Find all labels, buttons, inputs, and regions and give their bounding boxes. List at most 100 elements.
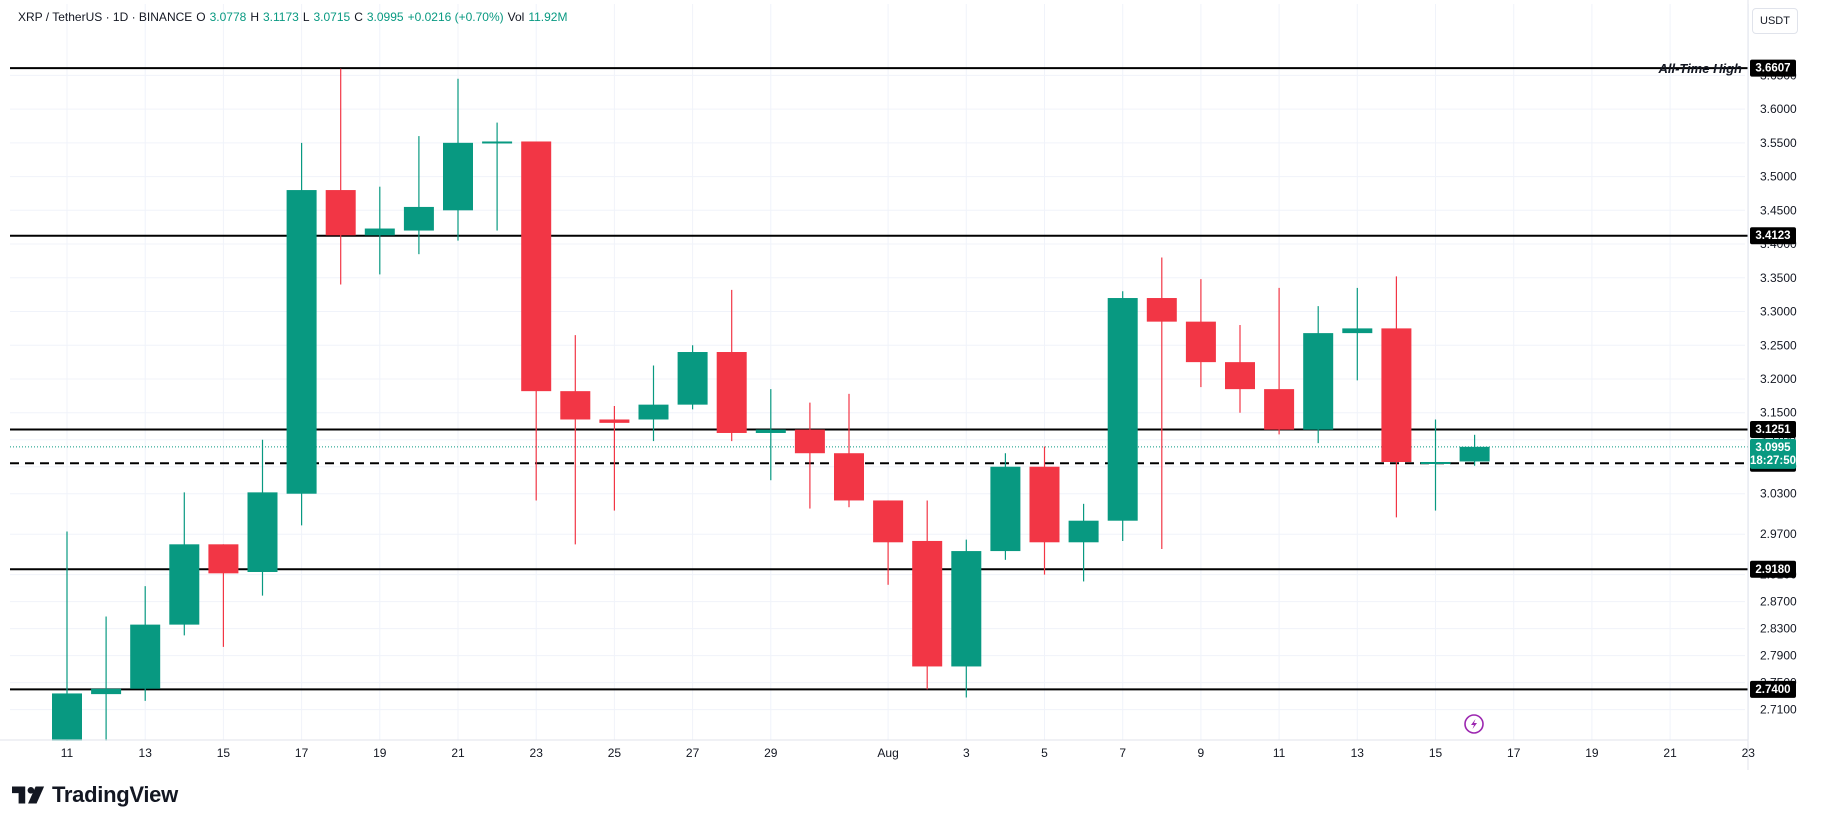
y-tick-label: 3.5500 [1760, 136, 1797, 150]
y-tick-label: 3.2500 [1760, 338, 1797, 352]
level-price-tag-text: 3.4123 [1755, 230, 1790, 242]
y-tick-label: 3.6000 [1760, 102, 1797, 116]
candle-body [169, 544, 200, 625]
candle-body [834, 453, 864, 501]
low-value: 3.0715 [313, 10, 351, 24]
y-tick-label: 3.3000 [1760, 305, 1797, 319]
current-price-tag-text: 18:27:50 [1750, 455, 1796, 467]
level-price-tag: 3.4123 [1750, 227, 1796, 245]
candle-body [286, 190, 317, 494]
current-price-tag-bg [1750, 438, 1796, 469]
candle-body [794, 429, 825, 454]
level-price-tag-bg [1750, 421, 1796, 439]
x-tick-label: 17 [295, 746, 309, 760]
x-tick-label: 19 [373, 746, 387, 760]
volume-value: 11.92M [528, 10, 568, 24]
x-tick-label: 7 [1119, 746, 1126, 760]
currency-button[interactable]: USDT [1752, 8, 1798, 34]
candle-body [521, 141, 552, 392]
tradingview-logo-icon [12, 786, 45, 804]
level-price-tag-text: 2.9180 [1755, 564, 1790, 576]
candle-body [325, 190, 356, 236]
high-value: 3.1173 [263, 10, 299, 24]
x-tick-label: 29 [764, 746, 778, 760]
level-price-tag-text: 3.1251 [1755, 424, 1791, 436]
y-tick-label: 3.5000 [1760, 170, 1797, 184]
candle-body [1459, 446, 1490, 462]
candle-body [599, 419, 630, 423]
x-tick-label: 11 [1273, 746, 1286, 760]
x-tick-label: 21 [1663, 746, 1677, 760]
brand-name: TradingView [52, 782, 178, 807]
candle-body [1420, 461, 1451, 464]
candles [52, 68, 1490, 741]
x-tick-label: 15 [217, 746, 231, 760]
candle-body [677, 352, 708, 405]
candle-body [403, 206, 434, 231]
y-tick-label: 2.7900 [1760, 649, 1797, 663]
symbol-name[interactable]: XRP / TetherUS · 1D · BINANCE [18, 10, 193, 24]
candle-body [1029, 466, 1060, 543]
x-tick-label: 5 [1041, 746, 1048, 760]
tradingview-logo[interactable]: TradingView [12, 782, 178, 808]
x-tick-label: 15 [1429, 746, 1443, 760]
x-tick-label: 17 [1507, 746, 1521, 760]
candle-body [52, 693, 82, 741]
level-annotation: All-Time High [1657, 61, 1742, 76]
x-tick-label: 9 [1198, 746, 1205, 760]
candle-body [1107, 298, 1138, 521]
y-tick-label: 3.2000 [1760, 372, 1797, 386]
candle-body [951, 551, 982, 667]
level-price-tag: 2.9180 [1750, 560, 1796, 578]
close-label: C [354, 10, 363, 24]
candle-body [208, 544, 239, 574]
candle-body [91, 688, 122, 695]
price-labels: 3.66073.41233.12513.07522.91802.74003.09… [1750, 59, 1796, 698]
level-price-tag-text: 3.6607 [1755, 63, 1790, 75]
candle-body [912, 540, 943, 667]
candle-body [990, 466, 1021, 552]
y-tick-label: 2.7100 [1760, 703, 1797, 717]
y-tick-label: 3.1500 [1760, 406, 1797, 420]
level-price-tag: 3.6607 [1750, 59, 1796, 77]
x-tick-label: 25 [608, 746, 622, 760]
x-tick-label: 21 [451, 746, 465, 760]
candle-body [1303, 333, 1334, 430]
level-price-tag-bg [1750, 560, 1796, 578]
y-tick-label: 3.4500 [1760, 203, 1797, 217]
x-tick-label: 19 [1585, 746, 1599, 760]
y-tick-label: 2.8300 [1760, 622, 1797, 636]
y-tick-label: 2.9700 [1760, 527, 1797, 541]
y-tick-label: 2.8700 [1760, 595, 1797, 609]
current-price-tag-text: 3.0995 [1755, 442, 1791, 454]
lightning-icon[interactable] [1464, 714, 1484, 734]
candle-body [443, 142, 473, 211]
candle-body [482, 141, 513, 144]
level-price-tag-bg [1750, 59, 1796, 77]
y-tick-label: 3.3500 [1760, 271, 1797, 285]
level-price-tag-text: 2.7400 [1755, 684, 1790, 696]
x-tick-label: Aug [877, 746, 898, 760]
horizontal-levels: All-Time High [10, 61, 1748, 691]
candle-body [716, 352, 747, 433]
candle-body [1068, 520, 1099, 543]
x-tick-label: 13 [1351, 746, 1365, 760]
grid [10, 4, 1749, 740]
x-tick-label: 11 [61, 746, 74, 760]
y-tick-label: 3.0300 [1760, 487, 1797, 501]
candle-body [638, 404, 669, 420]
change-value: +0.0216 (+0.70%) [407, 10, 504, 24]
candle-body [873, 500, 904, 543]
candle-body [1264, 389, 1295, 430]
candle-body [1381, 328, 1412, 462]
low-label: L [302, 10, 310, 24]
candle-body [1225, 362, 1255, 390]
high-label: H [250, 10, 259, 24]
level-price-tag-bg [1750, 680, 1796, 698]
open-value: 3.0778 [209, 10, 247, 24]
volume-label: Vol [507, 10, 525, 24]
x-tick-label: 23 [530, 746, 544, 760]
